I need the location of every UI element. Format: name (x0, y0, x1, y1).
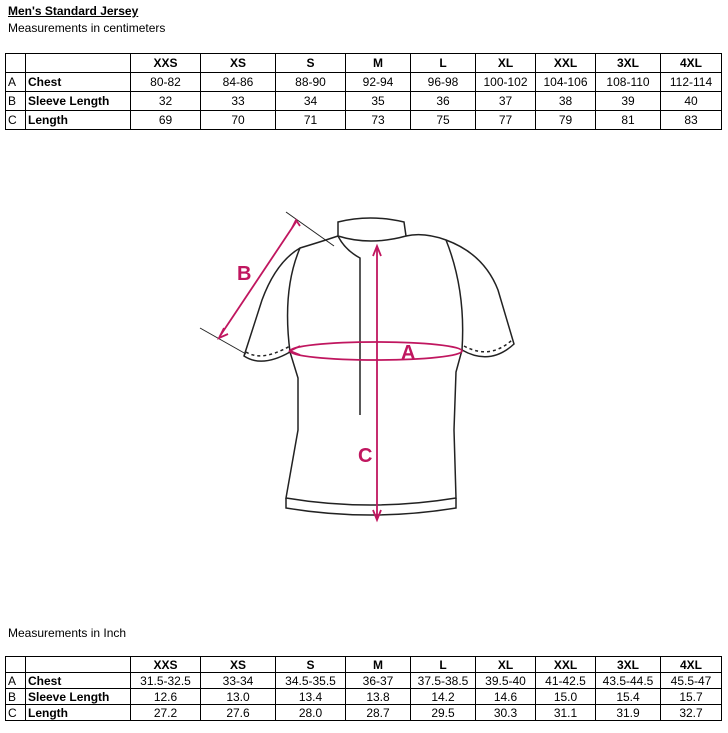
row-label: Length (25, 110, 131, 130)
table-cell: 28.0 (275, 704, 346, 721)
table-cell: 79 (535, 110, 596, 130)
table-cell: 14.2 (410, 688, 476, 705)
table-cell: 32.7 (660, 704, 722, 721)
measurement-lines (199, 211, 463, 523)
label-b: B (237, 263, 251, 285)
table-cell: 27.2 (130, 704, 201, 721)
label-a: A (401, 342, 415, 364)
label-c: C (358, 445, 372, 467)
table-cell: 77 (475, 110, 536, 130)
table-cell: 15.4 (595, 688, 661, 705)
cm-caption: Measurements in centimeters (8, 21, 166, 35)
table-cell: 81 (595, 110, 661, 130)
page-title: Men's Standard Jersey (8, 4, 139, 18)
table-row: C Length 27.2 27.6 28.0 28.7 29.5 30.3 31.1 31.9 3… (5, 704, 722, 721)
table-cell: 39.5-40 (475, 672, 536, 689)
table-cell: 75 (410, 110, 476, 130)
table-cell: 83 (660, 110, 722, 130)
table-cell: 69 (130, 110, 201, 130)
table-cell: 71 (275, 110, 346, 130)
cm-size-table: XXS XS S M L XL XXL 3XL 4XL A Chest 80-82 84-86 88-9… (5, 53, 722, 130)
size-header: XS (200, 656, 276, 673)
table-cell: 14.6 (475, 688, 536, 705)
table-cell: 31.5-32.5 (130, 672, 201, 689)
table-cell: 45.5-47 (660, 672, 722, 689)
inch-size-table: XXS XS S M L XL XXL 3XL 4XL A Chest 31.5-32.5 33-34… (5, 656, 722, 721)
row-label: Chest (25, 72, 131, 92)
jersey-outline (243, 217, 515, 516)
table-cell: 73 (345, 110, 411, 130)
row-label: Sleeve Length (25, 688, 131, 705)
table-row: C Length 69 70 71 73 75 77 79 81 83 (5, 110, 722, 130)
size-header: XXL (535, 656, 596, 673)
chest-arrow (289, 341, 463, 361)
sleeve-length-arrow (219, 221, 297, 337)
table-row: A Chest 80-82 84-86 88-90 92-94 96-98 100-102 10… (5, 72, 722, 92)
table-cell: 100-102 (475, 72, 536, 92)
table-cell: 43.5-44.5 (595, 672, 661, 689)
table-cell: 70 (200, 110, 276, 130)
table-header-row: XXS XS S M L XL XXL 3XL 4XL (5, 656, 722, 673)
size-header: XXL (535, 53, 596, 73)
table-cell: 31.9 (595, 704, 661, 721)
inch-caption: Measurements in Inch (8, 626, 127, 640)
table-cell: 37.5-38.5 (410, 672, 476, 689)
table-row: B Sleeve Length 12.6 13.0 13.4 13.8 14.2 14.6 15… (5, 688, 722, 705)
table-cell: 15.7 (660, 688, 722, 705)
table-cell: 84-86 (200, 72, 276, 92)
table-cell: 29.5 (410, 704, 476, 721)
row-label: Length (25, 704, 131, 721)
table-cell: 30.3 (475, 704, 536, 721)
